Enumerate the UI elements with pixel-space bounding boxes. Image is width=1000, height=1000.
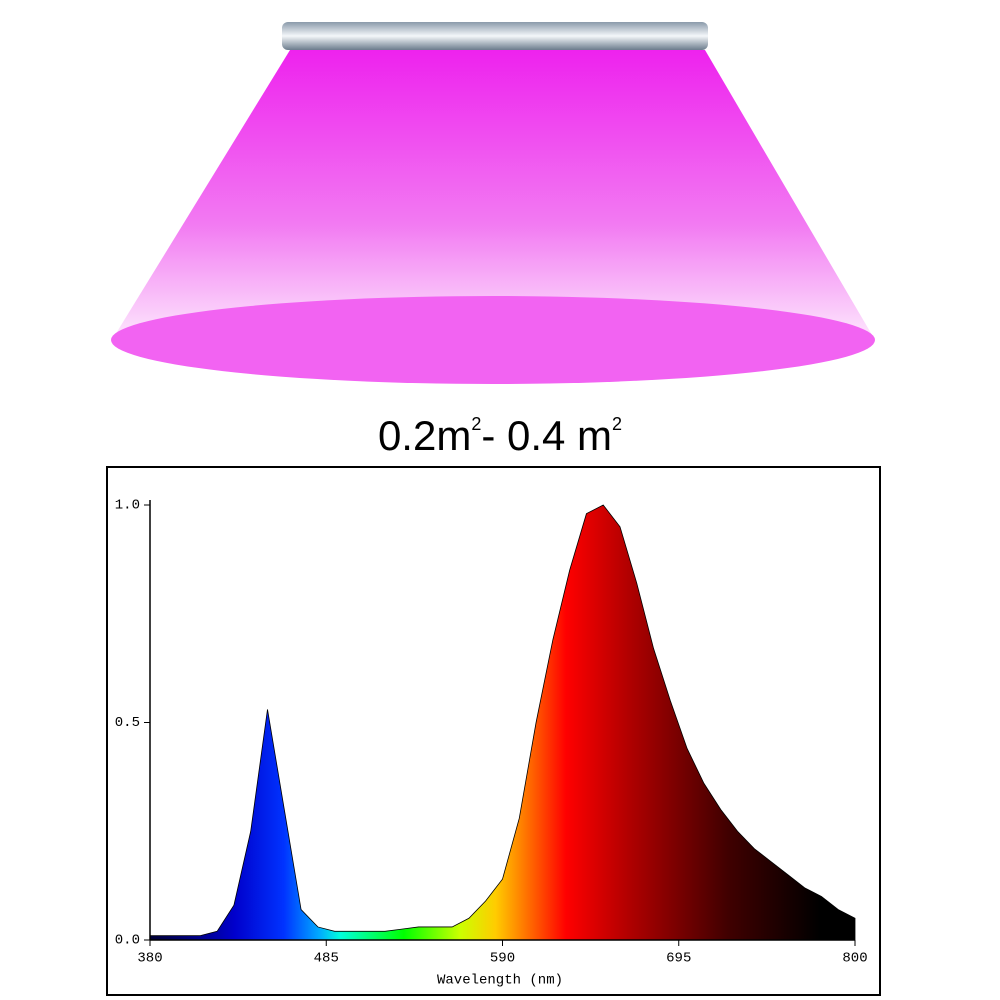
x-axis-label: Wavelength (nm) <box>437 973 563 989</box>
lamp-tube <box>282 22 708 50</box>
y-tick-label: 1.0 <box>115 498 140 514</box>
y-tick-label: 0.5 <box>115 715 140 731</box>
light-beam <box>112 50 875 340</box>
spectrum-area <box>149 504 856 941</box>
x-tick-label: 800 <box>842 951 867 967</box>
superscript: 2 <box>471 414 482 434</box>
x-tick-label: 695 <box>666 951 691 967</box>
coverage-part: - 0.4 m <box>481 412 613 459</box>
superscript: 2 <box>612 414 623 434</box>
x-tick-label: 485 <box>314 951 339 967</box>
x-tick-label: 380 <box>137 951 162 967</box>
coverage-part: 0.2m <box>377 412 472 459</box>
y-tick-label: 0.0 <box>115 933 140 949</box>
lamp-illustration <box>111 22 875 384</box>
chart-frame <box>106 466 881 996</box>
light-spot <box>111 296 875 384</box>
x-tick-label: 590 <box>490 951 515 967</box>
coverage-text: 0.2m2- 0.4 m2 <box>0 412 1000 460</box>
